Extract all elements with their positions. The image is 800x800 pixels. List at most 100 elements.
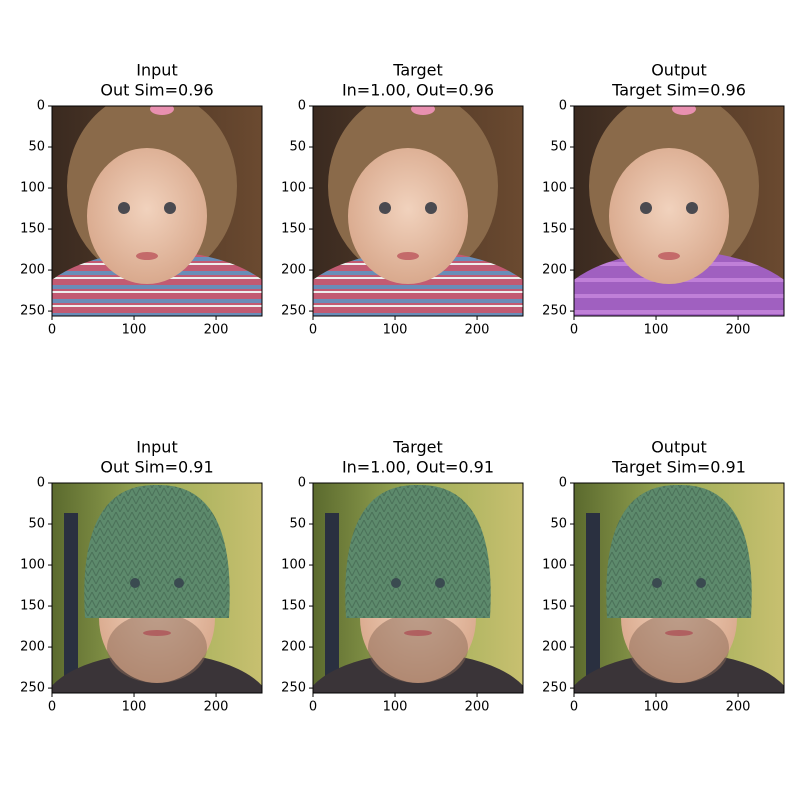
panel-title: In=1.00, Out=0.96 [342,81,494,100]
y-tick-label: 100 [281,558,306,573]
y-tick-label: 0 [37,99,45,114]
y-tick-label: 150 [20,222,45,237]
eye [435,578,445,588]
x-tick-label: 100 [383,323,408,338]
post [325,513,339,693]
panel-title: In=1.00, Out=0.91 [342,458,494,477]
face [348,148,468,284]
y-tick-label: 100 [281,181,306,196]
panel-title: Out Sim=0.96 [100,81,213,100]
shirt [574,251,784,316]
eye [696,578,706,588]
y-tick-label: 250 [20,681,45,696]
panel-title: Target Sim=0.91 [611,458,746,477]
image [574,106,784,316]
panel-title: Output [651,61,707,80]
beard [368,613,468,683]
shirt [313,251,523,316]
mouth [404,630,432,636]
panel-title: Target [392,61,443,80]
x-tick-label: 200 [465,700,490,715]
y-tick-label: 0 [37,476,45,491]
y-tick-label: 250 [281,304,306,319]
x-tick-label: 100 [122,323,147,338]
post [64,513,78,693]
y-tick-label: 100 [20,558,45,573]
y-tick-label: 250 [20,304,45,319]
y-tick-label: 150 [542,222,567,237]
y-tick-label: 0 [298,99,306,114]
y-tick-label: 200 [542,263,567,278]
mouth [658,252,680,260]
y-tick-label: 100 [542,181,567,196]
y-tick-label: 250 [542,304,567,319]
y-tick-label: 0 [559,99,567,114]
face [87,148,207,284]
axes-frame [312,482,524,694]
x-tick-label: 0 [309,323,317,338]
hat [84,484,230,618]
x-tick-label: 100 [122,700,147,715]
y-tick-label: 200 [20,640,45,655]
eye [379,202,391,214]
panel-title: Input [136,61,177,80]
bow [150,106,174,115]
image [574,483,784,693]
eye [118,202,130,214]
eye [391,578,401,588]
image [313,106,523,316]
eye [425,202,437,214]
eye [686,202,698,214]
axes-frame [312,105,524,317]
x-tick-label: 100 [644,700,669,715]
x-tick-label: 200 [204,700,229,715]
y-tick-label: 150 [281,599,306,614]
bow [672,106,696,115]
hat [345,484,491,618]
x-tick-label: 100 [383,700,408,715]
post [586,513,600,693]
mouth [397,252,419,260]
bow [411,106,435,115]
panel-title: Input [136,438,177,457]
y-tick-label: 50 [28,140,45,155]
x-tick-label: 200 [726,700,751,715]
y-tick-label: 50 [550,140,567,155]
mouth [143,630,171,636]
axes-frame [51,482,263,694]
y-tick-label: 50 [289,517,306,532]
x-tick-label: 0 [570,700,578,715]
axes-frame [573,105,785,317]
y-tick-label: 150 [281,222,306,237]
y-tick-label: 200 [20,263,45,278]
x-tick-label: 100 [644,323,669,338]
y-tick-label: 250 [281,681,306,696]
y-tick-label: 150 [542,599,567,614]
eye [130,578,140,588]
eye [164,202,176,214]
x-tick-label: 200 [204,323,229,338]
axes-frame [573,482,785,694]
beard [107,613,207,683]
y-tick-label: 0 [559,476,567,491]
eye [652,578,662,588]
panel-title: Target Sim=0.96 [611,81,746,100]
y-tick-label: 150 [20,599,45,614]
panel-title: Target [392,438,443,457]
y-tick-label: 50 [28,517,45,532]
y-tick-label: 50 [550,517,567,532]
y-tick-label: 200 [542,640,567,655]
axes-frame [51,105,263,317]
x-tick-label: 0 [570,323,578,338]
x-tick-label: 0 [48,700,56,715]
shirt [52,251,262,316]
mouth [665,630,693,636]
eye [640,202,652,214]
beard [629,613,729,683]
